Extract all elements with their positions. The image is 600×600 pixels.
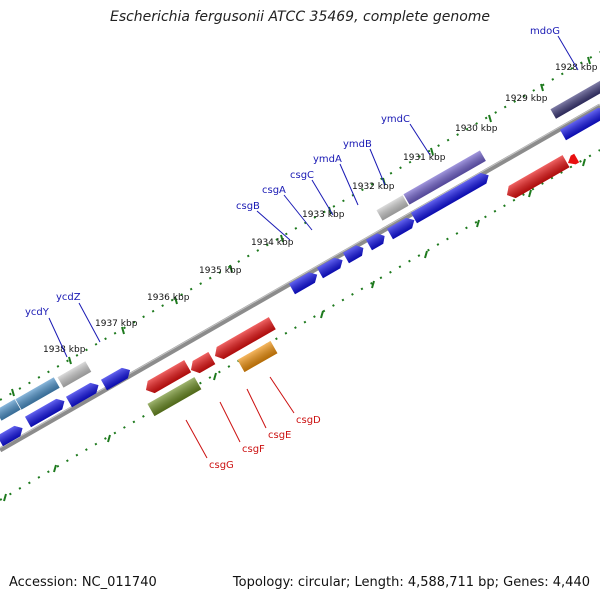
tick-label: 1931 kbp	[403, 153, 446, 163]
tick-label: 1929 kbp	[505, 94, 548, 104]
map-title: Escherichia fergusonii ATCC 35469, compl…	[109, 9, 491, 25]
gene-label: csgA	[262, 185, 286, 196]
forward-genes	[0, 79, 600, 447]
gene-label: csgG	[209, 460, 234, 471]
gene-label: csgD	[296, 415, 321, 426]
tick-label: 1934 kbp	[251, 238, 294, 248]
gene-label: ymdC	[381, 114, 410, 125]
tick-label: 1937 kbp	[95, 319, 138, 329]
tick-label: 1933 kbp	[302, 210, 345, 220]
tick-label: 1938 kbp	[43, 345, 86, 355]
tick-label: 1936 kbp	[147, 293, 190, 303]
gene-label: mdoG	[530, 26, 560, 37]
gene-label: csgB	[236, 201, 260, 212]
accession-label: Accession: NC_011740	[9, 575, 157, 590]
reverse-genes	[146, 153, 580, 417]
topology-label: Topology: circular; Length: 4,588,711 bp…	[232, 575, 590, 590]
gene-label: ycdY	[25, 307, 50, 318]
tick-label: 1932 kbp	[352, 182, 395, 192]
outer-tick-ring	[0, 51, 600, 401]
gene-reverse	[568, 153, 580, 165]
gene-label: ymdA	[313, 154, 342, 165]
tick-label: 1930 kbp	[455, 124, 498, 134]
forward-leaders	[48, 35, 579, 358]
gene-label: ymdB	[343, 139, 372, 150]
inner-tick-ring	[0, 149, 600, 501]
gene-label: csgF	[242, 444, 265, 455]
gene-label: csgC	[290, 170, 314, 181]
gene-label: csgE	[268, 430, 291, 441]
tick-label: 1935 kbp	[199, 266, 242, 276]
inner-major-ticks	[3, 158, 586, 502]
gene-label: ycdZ	[56, 292, 81, 303]
reverse-leaders	[185, 376, 295, 459]
outer-major-ticks	[11, 56, 591, 397]
